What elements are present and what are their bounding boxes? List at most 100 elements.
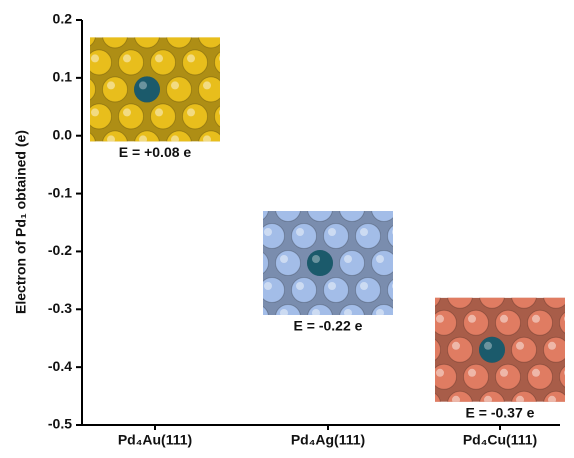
structure-image	[39, 23, 272, 156]
atom-highlight	[548, 396, 556, 404]
value-label: E = -0.37 e	[466, 404, 535, 420]
atom-highlight	[328, 228, 336, 236]
atom-highlight	[280, 309, 288, 317]
atom	[544, 391, 569, 416]
atom-highlight	[171, 27, 179, 35]
y-axis-label: Electron of Pd₁ obtained (e)	[13, 130, 29, 314]
atom	[432, 310, 457, 335]
atom-highlight	[171, 81, 179, 89]
atom-highlight	[59, 54, 67, 62]
atom-highlight	[312, 309, 320, 317]
atom	[432, 364, 457, 389]
atom	[372, 251, 397, 276]
atom	[183, 50, 208, 75]
atom	[512, 283, 537, 308]
atom-highlight	[107, 27, 115, 35]
atom-highlight	[216, 309, 224, 317]
atom-highlight	[344, 255, 352, 263]
atom-highlight	[123, 54, 131, 62]
atom	[199, 23, 224, 48]
y-tick-label: 0.2	[53, 11, 73, 27]
atom-highlight	[516, 342, 524, 350]
atom	[167, 23, 192, 48]
atom-highlight	[280, 255, 288, 263]
atom-highlight	[155, 54, 163, 62]
pd-atom	[307, 250, 333, 276]
x-tick-label: Pd₄Ag(111)	[291, 432, 365, 448]
atom	[87, 104, 112, 129]
atom-highlight	[404, 315, 412, 323]
atom-highlight	[564, 369, 572, 377]
atom-highlight	[468, 315, 476, 323]
atom-highlight	[548, 288, 556, 296]
pd-highlight	[139, 81, 147, 89]
atom-highlight	[123, 108, 131, 116]
atom	[372, 305, 397, 330]
atom-highlight	[452, 396, 460, 404]
atom-highlight	[296, 282, 304, 290]
atom	[528, 310, 553, 335]
atom	[151, 50, 176, 75]
atom-highlight	[436, 369, 444, 377]
atom	[212, 251, 237, 276]
atom	[404, 251, 429, 276]
atom-highlight	[219, 108, 227, 116]
atom	[244, 251, 269, 276]
atom	[215, 104, 240, 129]
atom	[135, 23, 160, 48]
atom	[384, 391, 409, 416]
atom-highlight	[264, 282, 272, 290]
y-tick-label: 0.1	[53, 69, 73, 85]
value-label: E = -0.22 e	[294, 318, 363, 334]
atom-highlight	[532, 369, 540, 377]
atom-highlight	[216, 201, 224, 209]
pd-atom	[134, 76, 160, 102]
atom-highlight	[235, 135, 243, 143]
atom	[231, 77, 256, 102]
atom	[324, 224, 349, 249]
atom	[292, 224, 317, 249]
structure-image	[212, 197, 445, 330]
atom-highlight	[360, 282, 368, 290]
atom	[228, 278, 253, 303]
atom	[103, 23, 128, 48]
pd-highlight	[312, 255, 320, 263]
atom-highlight	[203, 81, 211, 89]
atom	[247, 50, 272, 75]
atom-highlight	[388, 396, 396, 404]
atom-highlight	[155, 108, 163, 116]
atom	[212, 197, 237, 222]
y-tick-label: -0.1	[48, 184, 72, 200]
atom	[404, 197, 429, 222]
atom	[512, 337, 537, 362]
atom	[55, 104, 80, 129]
atom	[292, 278, 317, 303]
atom	[340, 197, 365, 222]
pd-atom	[479, 337, 505, 363]
atom	[384, 337, 409, 362]
atom	[416, 283, 441, 308]
atom	[340, 251, 365, 276]
atom	[215, 50, 240, 75]
atom-highlight	[516, 396, 524, 404]
atom	[183, 104, 208, 129]
atom-highlight	[408, 255, 416, 263]
atom-highlight	[376, 255, 384, 263]
atom	[276, 197, 301, 222]
atom	[420, 224, 445, 249]
atom	[400, 310, 425, 335]
atom-highlight	[187, 54, 195, 62]
y-tick-label: -0.4	[48, 358, 72, 374]
atom-highlight	[424, 282, 432, 290]
atom-highlight	[408, 309, 416, 317]
atom-highlight	[139, 135, 147, 143]
chart: Electron of Pd₁ obtained (e) -0.5-0.4-0.…	[0, 0, 574, 453]
atom-highlight	[516, 288, 524, 296]
atom	[260, 278, 285, 303]
atom	[167, 77, 192, 102]
y-tick-label: 0.0	[53, 126, 73, 142]
atom-highlight	[452, 342, 460, 350]
atom-highlight	[216, 255, 224, 263]
atom-highlight	[43, 27, 51, 35]
y-tick-label: -0.3	[48, 300, 72, 316]
